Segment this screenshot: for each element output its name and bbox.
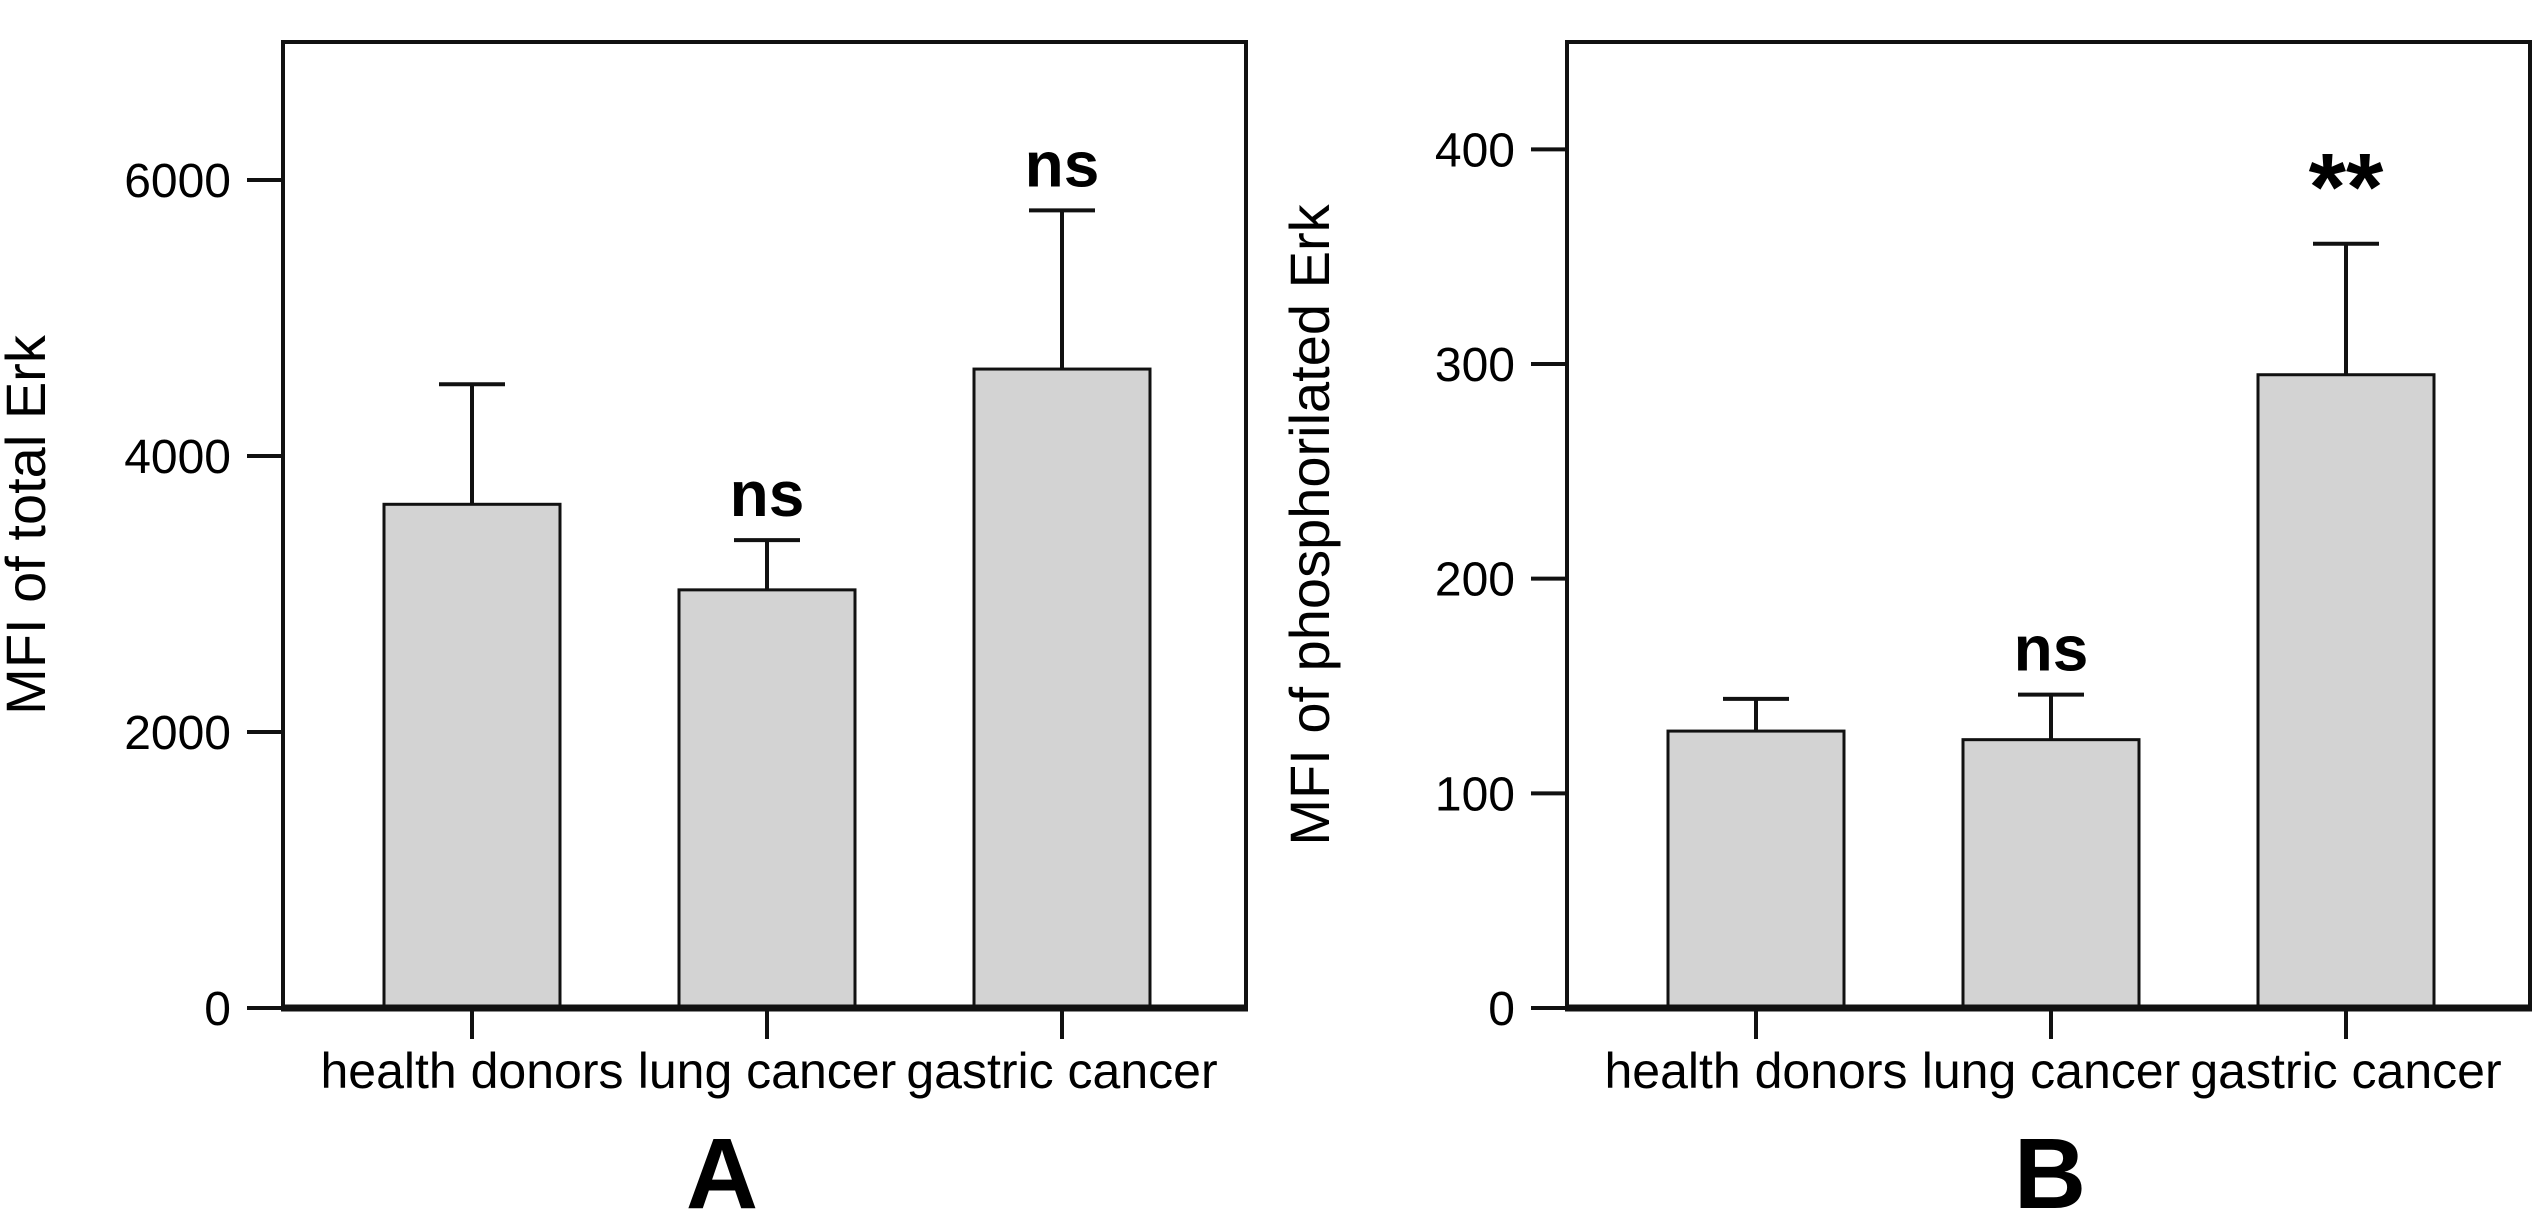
panel-a-ytick-label-2: 4000 (124, 431, 231, 484)
panel-b-significance-gastric-cancer: ** (2309, 134, 2384, 241)
panel-a-ytick-label-3: 6000 (124, 155, 231, 208)
panel-b-y-axis-title: MFI of phosphorilated Erk (1278, 203, 1341, 845)
panel-a-category-label-health-donors: health donors (320, 1043, 623, 1099)
panel-a-bar-gastric-cancer (972, 367, 1152, 1010)
panel-b-bar-lung-cancer (1961, 738, 2141, 1010)
panel-a-significance-lung-cancer: ns (730, 458, 805, 530)
panel-b-category-label-gastric-cancer: gastric cancer (2190, 1043, 2501, 1099)
panel-a-ytick-label-1: 2000 (124, 707, 231, 760)
panel-b-significance-lung-cancer: ns (2014, 613, 2089, 685)
panel-b: 0 100 200 300 400 health donors lung cancer ns g… (1278, 40, 2532, 1229)
panel-a-category-label-gastric-cancer: gastric cancer (906, 1043, 1217, 1099)
panel-b-ytick-label-0: 0 (1488, 983, 1515, 1036)
panel-b-category-label-lung-cancer: lung cancer (1922, 1043, 2181, 1099)
panel-b-category-label-health-donors: health donors (1604, 1043, 1907, 1099)
panel-a-letter: A (686, 1118, 758, 1229)
panel-b-ytick-label-4: 400 (1435, 124, 1515, 177)
panel-b-bar-health-donors (1666, 729, 1846, 1010)
panel-a-significance-gastric-cancer: ns (1025, 128, 1100, 200)
panel-a-y-axis-title: MFI of total Erk (0, 334, 57, 715)
panel-b-ytick-label-2: 200 (1435, 554, 1515, 607)
panel-a-ytick-label-0: 0 (204, 983, 231, 1036)
panel-a-bar-health-donors (382, 502, 562, 1010)
panel-a-bar-lung-cancer (677, 588, 857, 1010)
panel-a: 0 2000 4000 6000 health donors lung cancer ns g… (0, 40, 1248, 1229)
panel-b-bar-gastric-cancer (2256, 373, 2436, 1010)
panel-b-letter: B (2014, 1118, 2086, 1229)
panel-a-category-label-lung-cancer: lung cancer (638, 1043, 897, 1099)
panel-b-ytick-label-3: 300 (1435, 339, 1515, 392)
panel-b-ytick-label-1: 100 (1435, 768, 1515, 821)
